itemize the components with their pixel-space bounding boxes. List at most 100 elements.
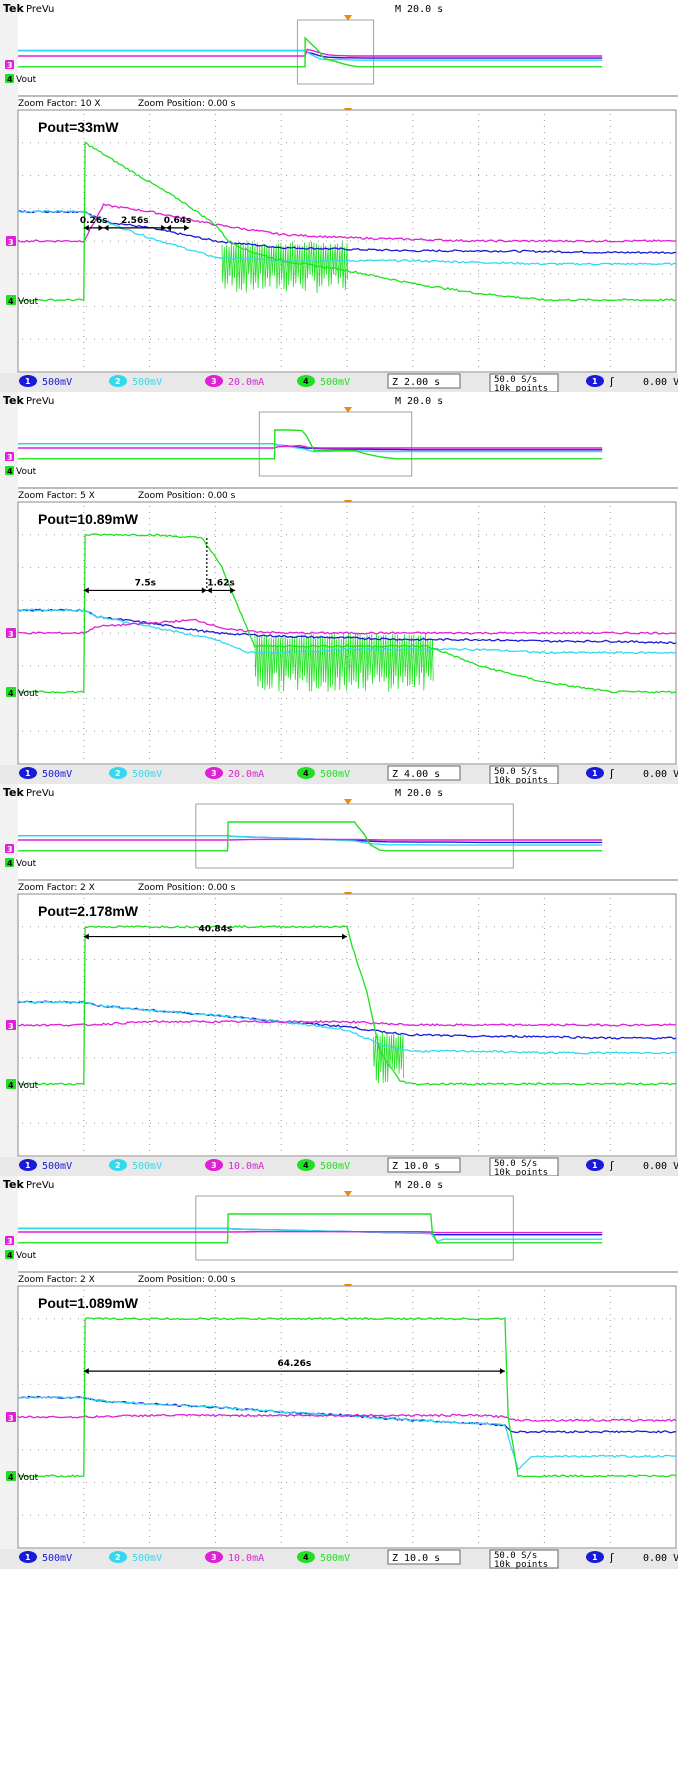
grid-dot (609, 168, 611, 169)
grid-dot (280, 138, 282, 139)
grid-dot (110, 306, 111, 307)
grid-dot (280, 1386, 282, 1387)
grid-dot (598, 730, 599, 732)
grid-dot (214, 192, 216, 193)
grid-dot (438, 534, 439, 536)
grid-dot (230, 1383, 231, 1385)
grid-dot (62, 1318, 63, 1320)
grid-dot (412, 1374, 414, 1375)
grid-dot (149, 1476, 151, 1477)
grid-dot (86, 665, 87, 667)
grid-dot (149, 162, 151, 163)
grid-dot (412, 1066, 414, 1067)
ch2-scale: 500mV (132, 1161, 162, 1172)
grid-dot (158, 665, 159, 667)
grid-dot (614, 1383, 615, 1385)
grid-dot (254, 1057, 255, 1059)
grid-dot (502, 1449, 503, 1451)
grid-dot (609, 1308, 611, 1309)
grid-dot (646, 926, 647, 928)
grid-dot (174, 1383, 175, 1385)
grid-dot (518, 207, 519, 209)
grid-dot (149, 698, 151, 699)
grid-dot (230, 1057, 231, 1059)
grid-dot (149, 734, 151, 735)
grid-dot (346, 758, 348, 759)
grid-dot (609, 1042, 611, 1043)
grid-dot (462, 665, 463, 667)
grid-dot (190, 1383, 191, 1385)
grid-dot (478, 1344, 480, 1345)
grid-dot (412, 312, 414, 313)
grid-dot (566, 273, 567, 275)
grid-dot (302, 959, 303, 960)
grid-dot (174, 207, 175, 209)
grid-dot (478, 1488, 480, 1489)
grid-dot (149, 264, 151, 265)
grid-dot (214, 698, 215, 699)
grid-dot (142, 1482, 143, 1483)
grid-dot (334, 1482, 335, 1483)
grid-dot (214, 1383, 215, 1385)
grid-dot (286, 207, 287, 209)
grid-dot (654, 1122, 655, 1124)
grid-dot (280, 946, 282, 947)
grid-dot (534, 1482, 535, 1483)
grid-dot (214, 1078, 216, 1079)
grid-dot (346, 180, 348, 181)
grid-dot (462, 338, 463, 340)
grid-dot (222, 959, 223, 960)
grid-dot (280, 132, 282, 133)
grid-dot (262, 1024, 263, 1026)
grid-dot (614, 1318, 615, 1320)
grid-dot (478, 958, 480, 959)
grid-dot (374, 698, 375, 699)
grid-dot (346, 1302, 348, 1303)
grid-dot (294, 534, 295, 536)
arrow-head-right (184, 224, 190, 231)
grid-dot (30, 1351, 31, 1352)
grid-dot (346, 1338, 348, 1339)
grid-dot (214, 554, 216, 555)
grid-dot (134, 142, 135, 144)
grid-dot (412, 150, 414, 151)
grid-dot (606, 1318, 607, 1320)
grid-dot (149, 680, 151, 681)
grid-dot (86, 273, 87, 275)
grid-dot (280, 1542, 282, 1543)
grid-dot (609, 1114, 611, 1115)
grid-dot (46, 1318, 47, 1320)
grid-dot (654, 991, 655, 993)
grid-dot (622, 1514, 623, 1516)
grid-dot (630, 1122, 631, 1124)
grid-dot (454, 1122, 455, 1124)
grid-dot (38, 665, 39, 667)
grid-dot (280, 1374, 282, 1375)
grid-dot (638, 1090, 639, 1091)
grid-dot (470, 338, 471, 340)
grid-dot (149, 1060, 151, 1061)
grid-dot (280, 1362, 282, 1363)
grid-dot (638, 665, 639, 667)
grid-dot (346, 1126, 348, 1127)
grid-dot (83, 1392, 85, 1393)
grid-dot (214, 1066, 216, 1067)
grid-dot (318, 534, 319, 536)
sample-rate: 50.0 S/s (494, 1551, 537, 1561)
grid-dot (526, 926, 527, 928)
grid-dot (462, 142, 463, 144)
grid-dot (526, 599, 527, 601)
timebase-label: M 20.0 s (395, 788, 443, 799)
grid-dot (149, 1500, 151, 1501)
grid-dot (454, 273, 455, 275)
grid-dot (662, 1318, 663, 1320)
grid-dot (478, 656, 480, 657)
grid-dot (558, 959, 559, 960)
grid-dot (280, 318, 282, 319)
grid-dot (83, 910, 85, 911)
grid-dot (358, 926, 359, 928)
grid-dot (134, 698, 135, 699)
ch1-badge (19, 1551, 37, 1563)
grid-dot (318, 207, 319, 209)
grid-dot (462, 1057, 463, 1059)
